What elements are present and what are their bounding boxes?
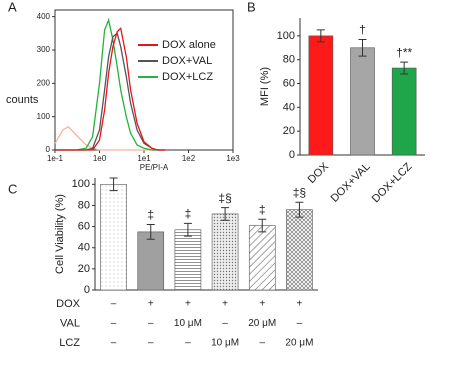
y-tick-label: 400 (37, 12, 51, 21)
table-cell: + (296, 299, 302, 310)
table-cell: – (111, 318, 117, 329)
table-cell: – (148, 318, 154, 329)
table-cell: + (259, 299, 265, 310)
error-bar (358, 38, 367, 57)
error-bar (295, 201, 304, 218)
series-line (54, 125, 166, 151)
legend-label: DOX+LCZ (162, 71, 213, 83)
series-line (55, 26, 166, 151)
legend-label: DOX+VAL (162, 55, 212, 67)
annotation: ‡ (259, 202, 266, 216)
y-tick-label: 100 (277, 30, 295, 42)
table-cell: – (111, 338, 117, 349)
table-cell: + (222, 299, 228, 310)
panel-label: A (8, 0, 17, 14)
y-axis-label: counts (6, 94, 39, 106)
y-tick-label: 0 (46, 145, 51, 154)
annotation: †** (396, 45, 412, 59)
annotation: ‡ (147, 208, 154, 222)
x-tick-label: 1e3 (226, 154, 240, 163)
bar (308, 35, 334, 156)
row-label: VAL (60, 317, 80, 329)
table-cell: 10 μM (174, 318, 202, 329)
bar (391, 67, 417, 156)
y-tick-label: 20 (78, 263, 90, 275)
y-tick-label: 60 (78, 221, 90, 233)
table-cell: – (222, 318, 228, 329)
y-tick-label: 300 (37, 45, 51, 54)
y-tick-label: 40 (78, 242, 90, 254)
annotation: ‡§ (218, 191, 231, 205)
table-cell: 20 μM (248, 318, 276, 329)
table-cell: + (185, 299, 191, 310)
bar (100, 184, 127, 291)
error-bar (109, 177, 118, 192)
y-tick-label: 40 (283, 101, 295, 113)
y-tick-label: 80 (283, 54, 295, 66)
y-axis-label: Cell Viability (%) (54, 194, 66, 274)
x-tick-label: DOX (306, 160, 332, 186)
bar (350, 47, 375, 156)
error-bar (221, 207, 230, 221)
y-tick-label: 200 (37, 78, 51, 87)
x-tick-label: 1e1 (137, 154, 151, 163)
panel-label: B (247, 0, 256, 14)
axes (94, 178, 318, 291)
bar (286, 209, 313, 291)
y-tick-label: 60 (283, 77, 295, 89)
y-tick-label: 0 (289, 149, 295, 161)
error-bar (258, 218, 267, 233)
x-axis-label: PE/PI-A (140, 163, 169, 172)
y-tick-label: 100 (37, 112, 51, 121)
table-cell: 20 μM (285, 338, 313, 349)
bar (248, 225, 276, 291)
table-cell: + (148, 299, 154, 310)
y-tick-label: 0 (84, 284, 90, 296)
table-cell: 10 μM (211, 338, 239, 349)
bar (211, 213, 239, 291)
error-bar (183, 222, 192, 237)
annotation: ‡ (185, 207, 192, 221)
table-cell: – (259, 338, 265, 349)
row-label: LCZ (59, 337, 80, 349)
legend-label: DOX alone (162, 39, 216, 51)
error-bar (400, 61, 409, 75)
y-axis-label: MFI (%) (259, 67, 271, 106)
table-cell: – (185, 338, 191, 349)
panel-label: C (8, 181, 17, 196)
x-tick-label: DOX+LCZ (370, 160, 415, 205)
bar (174, 229, 202, 291)
series-line (55, 32, 166, 151)
y-tick-label: 20 (283, 125, 295, 137)
error-bar (146, 223, 155, 240)
table-cell: – (148, 338, 154, 349)
x-tick-label: DOX+VAL (329, 161, 373, 205)
annotation: † (359, 23, 366, 37)
row-label: DOX (56, 298, 81, 310)
y-tick-label: 100 (72, 178, 90, 190)
error-bar (316, 29, 325, 43)
x-tick-label: 1e0 (93, 154, 107, 163)
x-tick-label: 1e-1 (47, 154, 64, 163)
y-tick-label: 80 (78, 199, 90, 211)
annotation: ‡§ (293, 185, 306, 199)
table-cell: – (297, 318, 303, 329)
x-tick-label: 1e2 (182, 154, 196, 163)
bar (137, 231, 165, 291)
table-cell: – (111, 299, 117, 310)
